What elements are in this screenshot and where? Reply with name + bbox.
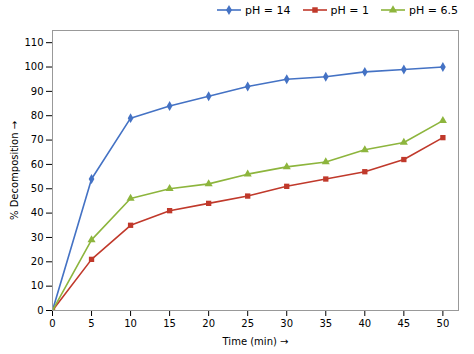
svg-text:90: 90 xyxy=(31,86,44,97)
svg-text:10: 10 xyxy=(31,280,44,291)
svg-text:50: 50 xyxy=(437,318,450,329)
svg-text:25: 25 xyxy=(241,318,254,329)
svg-text:15: 15 xyxy=(163,318,176,329)
svg-text:% Decomposition →: % Decomposition → xyxy=(9,121,20,220)
svg-text:50: 50 xyxy=(31,183,44,194)
svg-text:30: 30 xyxy=(31,232,44,243)
svg-text:0: 0 xyxy=(49,318,55,329)
svg-text:35: 35 xyxy=(319,318,332,329)
svg-text:20: 20 xyxy=(31,256,44,267)
svg-text:10: 10 xyxy=(124,318,137,329)
svg-text:40: 40 xyxy=(31,207,44,218)
svg-text:0: 0 xyxy=(37,305,43,316)
svg-text:Time (min) →: Time (min) → xyxy=(222,336,289,347)
svg-text:100: 100 xyxy=(24,61,43,72)
svg-text:60: 60 xyxy=(31,159,44,170)
svg-text:70: 70 xyxy=(31,134,44,145)
html-text:pH = 6.5: pH = 6.5 xyxy=(409,3,458,17)
svg-text:20: 20 xyxy=(202,318,215,329)
html-text:pH = 1: pH = 1 xyxy=(330,3,369,17)
html-text:pH = 14: pH = 14 xyxy=(245,3,291,17)
svg-text:5: 5 xyxy=(88,318,94,329)
svg-text:30: 30 xyxy=(280,318,293,329)
svg-text:110: 110 xyxy=(24,37,43,48)
svg-text:80: 80 xyxy=(31,110,44,121)
svg-text:45: 45 xyxy=(397,318,410,329)
svg-text:40: 40 xyxy=(358,318,371,329)
